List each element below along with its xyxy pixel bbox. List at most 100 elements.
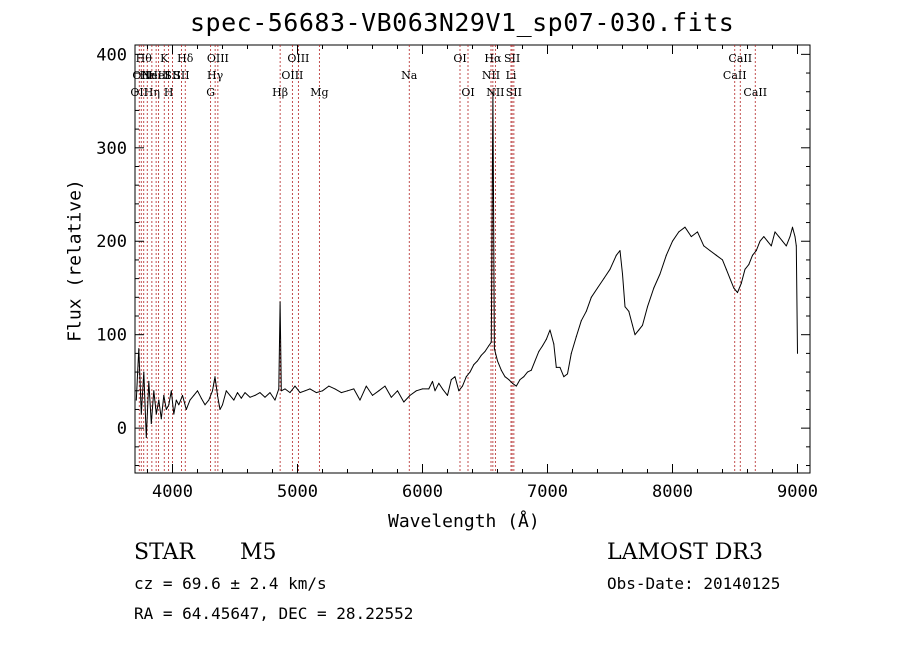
data-point — [447, 394, 448, 396]
spectral-line-label: Hβ — [272, 86, 288, 99]
data-point — [422, 388, 423, 390]
data-point — [219, 409, 221, 410]
data-point — [642, 324, 643, 326]
data-point — [208, 399, 210, 401]
x-tick-label: 6000 — [402, 482, 443, 502]
data-point — [289, 392, 291, 394]
spectral-line-label: Mg — [310, 86, 328, 99]
data-point — [254, 394, 256, 396]
data-point — [462, 385, 463, 387]
data-point — [553, 343, 555, 345]
data-point — [534, 360, 536, 362]
data-point — [752, 254, 753, 256]
data-point — [138, 348, 140, 350]
data-point — [168, 404, 170, 406]
data-point — [737, 292, 738, 294]
data-point — [185, 409, 187, 410]
data-point — [353, 388, 355, 390]
data-point — [438, 382, 440, 384]
data-point — [603, 278, 605, 280]
x-tick-label: 8000 — [652, 482, 693, 502]
data-point — [519, 379, 521, 381]
spectral-line-label: OIII — [207, 52, 229, 65]
data-point — [458, 390, 460, 392]
data-point — [659, 273, 661, 275]
data-point — [473, 364, 475, 366]
data-point — [150, 423, 152, 424]
series-layer — [135, 91, 798, 438]
spectral-line-label: CaII — [723, 69, 747, 82]
data-point — [759, 240, 761, 242]
data-point — [493, 348, 495, 350]
data-point — [763, 236, 765, 238]
data-point — [264, 396, 266, 398]
data-point — [328, 385, 330, 387]
spectral-line-label: NII — [482, 69, 500, 82]
data-point — [212, 390, 213, 392]
data-point — [397, 390, 398, 392]
data-point — [309, 388, 311, 390]
data-point — [575, 336, 577, 338]
x-axis-label: Wavelength (Å) — [388, 511, 540, 532]
spectral-line-label: OI — [461, 86, 474, 99]
spectral-line-label: NII — [486, 86, 504, 99]
spectral-line-label: Na — [401, 69, 418, 82]
data-point — [632, 324, 633, 326]
y-tick-label: 300 — [96, 139, 127, 159]
data-point — [233, 399, 235, 401]
data-point — [672, 240, 673, 242]
data-point — [214, 376, 216, 378]
data-point — [158, 399, 160, 401]
data-point — [585, 310, 587, 312]
data-point — [527, 371, 528, 373]
plot-frame — [134, 44, 811, 474]
data-point — [559, 366, 561, 368]
data-point — [690, 236, 692, 238]
subclass-label: M5 — [240, 540, 277, 565]
data-point — [182, 394, 183, 396]
data-point — [372, 394, 373, 396]
data-point — [153, 390, 155, 392]
data-point — [274, 399, 276, 401]
data-point — [634, 334, 636, 336]
data-point — [279, 301, 281, 303]
data-point — [567, 373, 568, 375]
data-point — [304, 390, 306, 392]
data-point — [647, 306, 648, 308]
spectral-line-label: Hε — [140, 69, 156, 82]
data-point — [390, 396, 392, 398]
spectral-line-label: OII — [132, 69, 150, 82]
data-point — [549, 329, 551, 331]
data-point — [684, 226, 686, 228]
spectral-line-label: OII — [130, 86, 148, 99]
data-point — [638, 329, 640, 331]
data-point — [259, 392, 261, 394]
spectral-line-label: OI — [453, 52, 466, 65]
data-point — [597, 287, 598, 289]
spectral-line-label: SII — [506, 86, 522, 99]
data-point — [280, 390, 282, 392]
data-point — [170, 390, 172, 392]
axis-ticks-layer: 4000 5000 6000 7000 8000 9000 0 100 200 300 400 — [96, 45, 818, 502]
data-point — [774, 231, 776, 233]
data-point — [523, 376, 525, 378]
data-point — [294, 385, 296, 387]
data-point — [628, 310, 630, 312]
data-point — [740, 282, 742, 284]
data-point — [135, 399, 137, 401]
data-point — [515, 385, 517, 387]
data-point — [678, 231, 680, 233]
data-point — [570, 352, 572, 354]
data-point — [497, 360, 498, 362]
data-point — [580, 320, 582, 322]
data-point — [465, 376, 467, 378]
data-point — [322, 390, 323, 392]
data-point — [204, 404, 206, 406]
data-point — [488, 345, 490, 347]
data-point — [480, 354, 482, 356]
data-point — [770, 245, 772, 247]
data-point — [615, 254, 617, 256]
data-point — [665, 254, 667, 256]
y-tick-label: 100 — [96, 326, 127, 346]
